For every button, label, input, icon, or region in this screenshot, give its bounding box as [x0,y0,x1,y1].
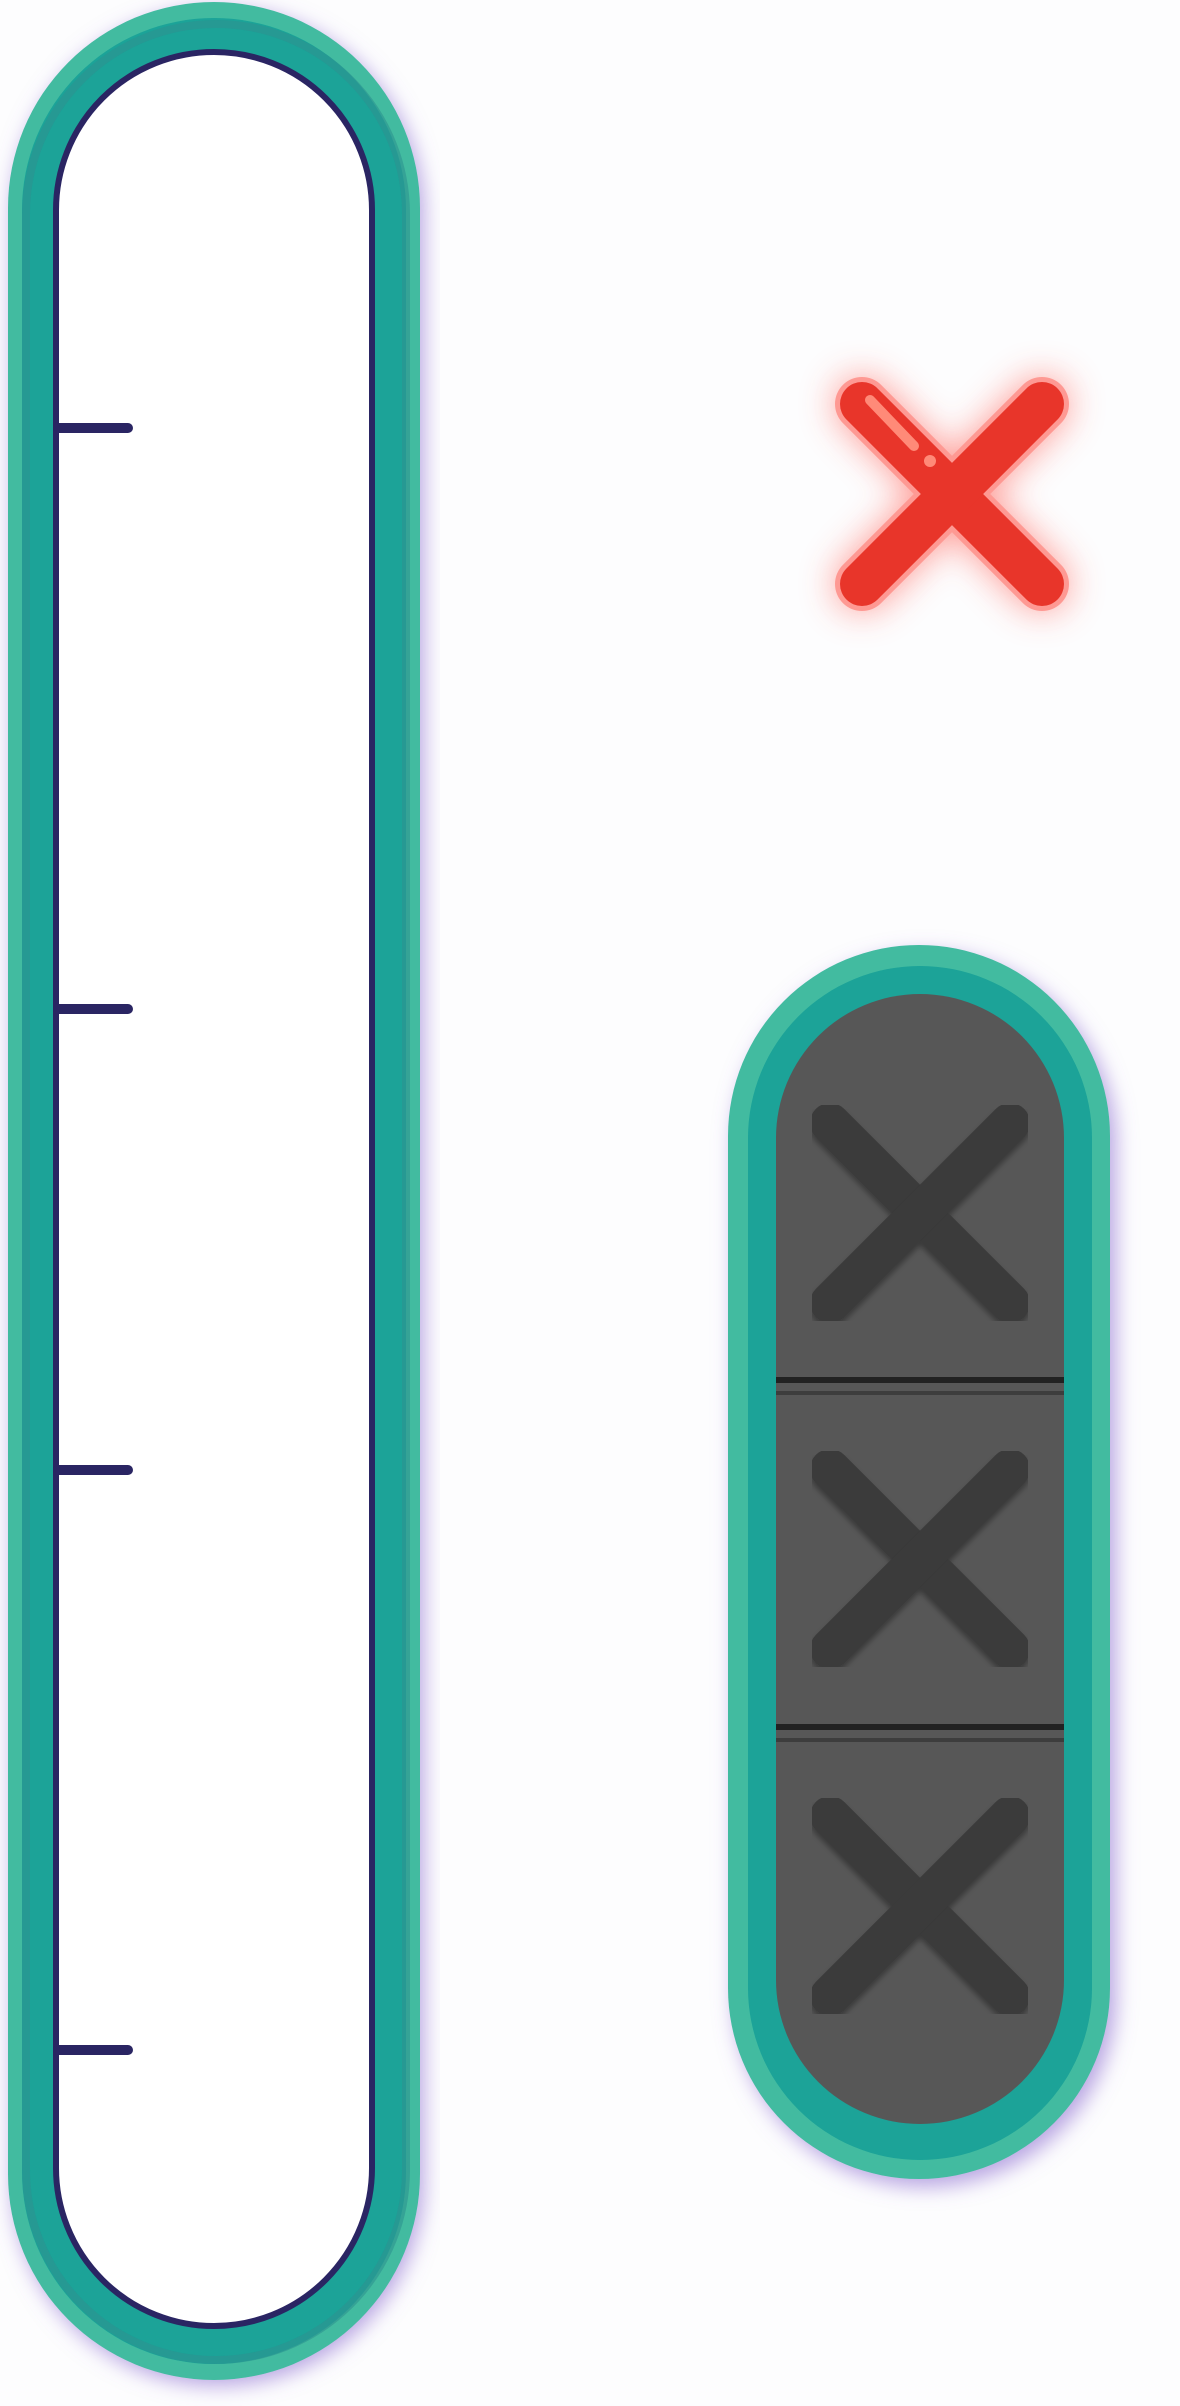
thermometer-gauge-icon [8,2,420,2380]
x-mark-icon [810,1449,1030,1669]
meter-ticks [53,423,133,2055]
strikes-panel-frame [728,945,1110,2179]
slot-divider [776,1377,1064,1395]
meter-tube [53,49,375,2329]
x-mark-icon [810,1796,1030,2016]
x-mark-icon [810,1103,1030,1323]
slot-divider [776,1724,1064,1742]
